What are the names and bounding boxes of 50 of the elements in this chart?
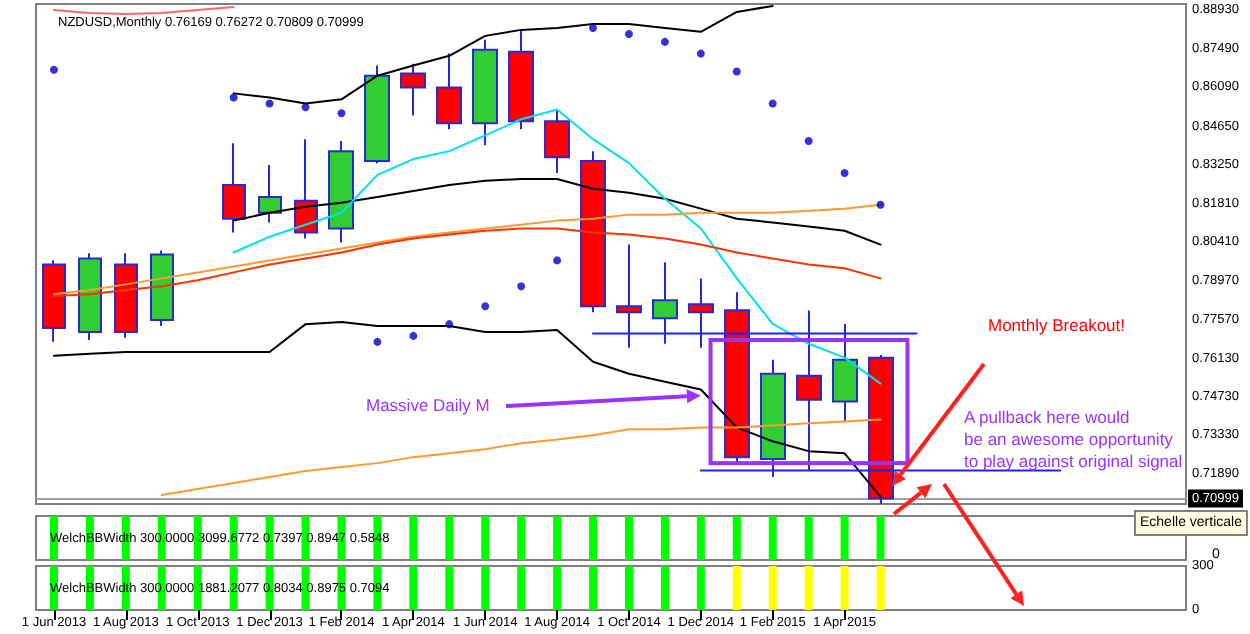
point <box>481 302 490 311</box>
line-series <box>232 108 882 385</box>
annotation: Monthly Breakout! <box>988 315 1126 335</box>
candlestick <box>508 28 534 131</box>
candlestick <box>436 52 462 131</box>
line-series <box>232 177 882 246</box>
candlestick <box>472 38 498 147</box>
line-series <box>52 227 882 298</box>
candlestick <box>688 277 714 349</box>
point <box>49 65 58 74</box>
candlestick <box>652 261 678 345</box>
point <box>265 99 274 108</box>
point <box>589 23 598 32</box>
candlestick <box>222 142 246 234</box>
candlestick <box>400 62 426 117</box>
point <box>373 337 382 346</box>
point <box>337 109 346 118</box>
candlestick <box>114 252 138 339</box>
candlestick <box>580 150 606 314</box>
point <box>660 37 669 46</box>
annotation: Massive Daily M <box>366 395 490 415</box>
candlestick <box>760 358 786 479</box>
point <box>301 103 310 112</box>
candlestick <box>364 64 390 165</box>
point <box>445 320 454 329</box>
candlestick <box>328 140 354 244</box>
line-series <box>160 418 882 497</box>
point <box>624 29 633 38</box>
candlestick <box>150 249 174 328</box>
line-series <box>52 320 882 498</box>
point <box>409 331 418 340</box>
line-series <box>52 203 882 296</box>
candlestick <box>258 164 282 224</box>
point <box>876 200 885 209</box>
candlestick <box>832 322 858 423</box>
point <box>732 67 741 76</box>
candlestick <box>42 259 66 343</box>
point <box>840 168 849 177</box>
candlestick <box>724 291 750 465</box>
point <box>553 256 562 265</box>
annotation: A pullback here would be an awesome opportunity to play against original signal <box>964 407 1183 471</box>
candlestick <box>78 252 102 341</box>
point <box>804 137 813 146</box>
point <box>768 99 777 108</box>
candlestick <box>616 243 642 349</box>
point <box>229 93 238 102</box>
point <box>517 282 526 291</box>
point <box>696 49 705 58</box>
candlestick <box>544 108 570 174</box>
candlestick <box>796 309 822 473</box>
